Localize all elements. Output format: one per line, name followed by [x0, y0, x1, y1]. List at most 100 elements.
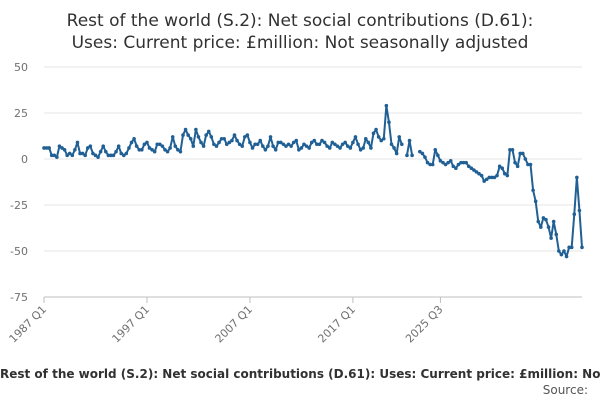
- data-point[interactable]: [495, 173, 499, 178]
- data-point[interactable]: [194, 127, 198, 132]
- data-point[interactable]: [80, 151, 85, 156]
- data-point[interactable]: [114, 149, 118, 154]
- data-point[interactable]: [477, 171, 481, 176]
- data-point[interactable]: [168, 146, 172, 150]
- data-point[interactable]: [160, 144, 165, 148]
- data-point[interactable]: [407, 138, 412, 143]
- data-point[interactable]: [502, 171, 507, 176]
- data-point[interactable]: [446, 160, 450, 165]
- data-point[interactable]: [376, 135, 381, 139]
- data-point[interactable]: [304, 144, 309, 148]
- data-point[interactable]: [49, 153, 54, 158]
- data-point[interactable]: [338, 146, 342, 150]
- data-point[interactable]: [158, 142, 162, 147]
- data-point[interactable]: [73, 148, 77, 152]
- data-point[interactable]: [392, 146, 396, 150]
- data-point[interactable]: [289, 144, 293, 148]
- data-point[interactable]: [85, 146, 90, 150]
- data-point[interactable]: [549, 236, 553, 240]
- data-point[interactable]: [356, 142, 360, 147]
- data-point[interactable]: [474, 170, 479, 174]
- data-point[interactable]: [418, 149, 422, 154]
- data-point[interactable]: [209, 135, 214, 139]
- data-point[interactable]: [459, 160, 463, 165]
- data-point[interactable]: [42, 146, 46, 150]
- data-point[interactable]: [253, 142, 257, 147]
- data-point[interactable]: [173, 144, 178, 148]
- data-point[interactable]: [163, 148, 167, 152]
- data-point[interactable]: [57, 144, 62, 148]
- data-point[interactable]: [340, 142, 345, 147]
- data-point[interactable]: [536, 219, 541, 224]
- data-point[interactable]: [109, 153, 113, 158]
- data-point[interactable]: [497, 164, 502, 169]
- data-point[interactable]: [219, 136, 224, 141]
- data-point[interactable]: [271, 144, 275, 148]
- data-point[interactable]: [291, 140, 296, 145]
- data-point[interactable]: [397, 135, 402, 139]
- data-point[interactable]: [230, 138, 234, 143]
- data-point[interactable]: [394, 151, 399, 156]
- data-point[interactable]: [315, 142, 319, 147]
- data-point[interactable]: [132, 136, 136, 141]
- data-point[interactable]: [564, 254, 569, 259]
- data-point[interactable]: [361, 146, 366, 150]
- data-point[interactable]: [454, 166, 458, 170]
- data-point[interactable]: [181, 133, 185, 137]
- data-point[interactable]: [572, 212, 577, 216]
- data-point[interactable]: [348, 146, 353, 150]
- data-point[interactable]: [52, 153, 57, 158]
- data-point[interactable]: [127, 146, 131, 150]
- data-point[interactable]: [281, 142, 286, 147]
- data-point[interactable]: [235, 138, 239, 143]
- data-point[interactable]: [487, 175, 492, 180]
- data-point[interactable]: [369, 146, 373, 150]
- data-point[interactable]: [134, 144, 139, 148]
- data-point[interactable]: [261, 144, 265, 148]
- data-point[interactable]: [374, 127, 378, 132]
- data-point[interactable]: [456, 162, 461, 167]
- data-point[interactable]: [307, 146, 311, 150]
- data-point[interactable]: [466, 164, 471, 169]
- data-point[interactable]: [526, 162, 530, 167]
- data-point[interactable]: [206, 129, 211, 134]
- data-point[interactable]: [433, 148, 438, 152]
- data-point[interactable]: [44, 146, 49, 150]
- data-point[interactable]: [366, 140, 371, 145]
- data-point[interactable]: [330, 140, 335, 145]
- data-point[interactable]: [111, 153, 116, 158]
- data-point[interactable]: [145, 140, 149, 145]
- data-point[interactable]: [183, 127, 188, 132]
- data-point[interactable]: [155, 142, 160, 147]
- data-point[interactable]: [191, 144, 196, 148]
- data-point[interactable]: [430, 162, 435, 167]
- data-point[interactable]: [528, 162, 533, 167]
- data-point[interactable]: [266, 144, 270, 148]
- data-point[interactable]: [317, 142, 322, 147]
- data-point[interactable]: [520, 151, 525, 156]
- data-point[interactable]: [279, 140, 283, 145]
- data-point[interactable]: [140, 148, 144, 152]
- data-point[interactable]: [75, 140, 80, 145]
- data-point[interactable]: [227, 140, 232, 145]
- data-point[interactable]: [263, 148, 268, 152]
- data-point[interactable]: [320, 138, 324, 143]
- data-point[interactable]: [299, 146, 304, 150]
- data-point[interactable]: [242, 135, 247, 139]
- data-point[interactable]: [70, 153, 75, 158]
- data-point[interactable]: [302, 142, 306, 147]
- data-point[interactable]: [170, 135, 175, 139]
- data-point[interactable]: [91, 151, 95, 156]
- data-point[interactable]: [371, 131, 376, 136]
- data-point[interactable]: [178, 149, 183, 154]
- data-point[interactable]: [201, 144, 206, 148]
- data-point[interactable]: [580, 245, 584, 250]
- data-point[interactable]: [551, 219, 556, 224]
- data-point[interactable]: [222, 136, 226, 141]
- data-point[interactable]: [212, 142, 216, 147]
- data-point[interactable]: [325, 144, 329, 148]
- data-point[interactable]: [142, 142, 147, 147]
- data-point[interactable]: [55, 155, 59, 159]
- data-point[interactable]: [358, 148, 363, 152]
- data-point[interactable]: [513, 160, 517, 165]
